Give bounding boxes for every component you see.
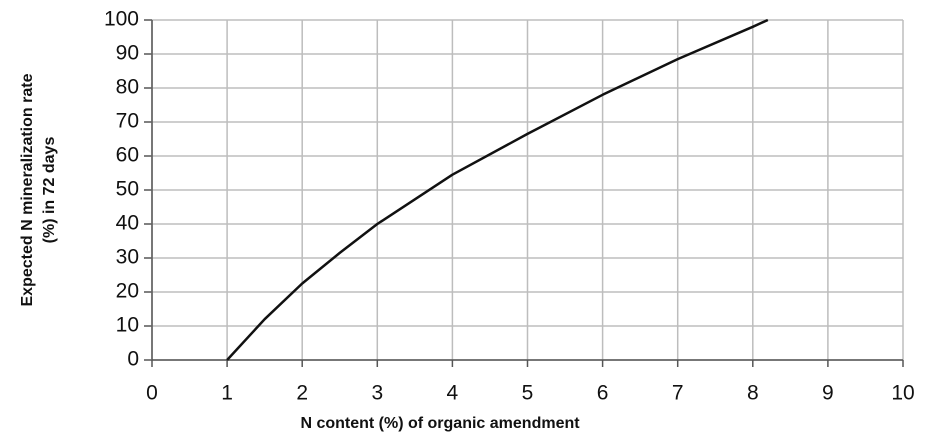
x-tick-label: 8: [747, 382, 759, 405]
x-tick-label: 2: [296, 382, 308, 405]
y-tick-label: 50: [116, 178, 139, 201]
y-tick-label: 40: [116, 212, 139, 235]
x-tick-label: 0: [146, 382, 158, 405]
x-tick-label: 4: [447, 382, 459, 405]
x-tick-label: 6: [597, 382, 609, 405]
y-tick-label: 10: [116, 314, 139, 337]
y-tick-label: 0: [127, 348, 139, 371]
x-tick-label: 1: [221, 382, 233, 405]
y-tick-label: 30: [116, 246, 139, 269]
x-tick-label: 9: [822, 382, 834, 405]
y-tick-label: 80: [116, 76, 139, 99]
x-tick-label: 3: [371, 382, 383, 405]
data-line: [226, 18, 769, 361]
y-tick-label: 70: [116, 110, 139, 133]
y-tick-label: 20: [116, 280, 139, 303]
x-tick-label: 10: [891, 382, 914, 405]
y-tick-label: 100: [104, 8, 139, 31]
y-axis-label-group: Expected N mineralization rate (%) in 72…: [19, 73, 58, 306]
x-axis-label: N content (%) of organic amendment: [300, 415, 580, 432]
y-axis-label: (%) in 72 days: [41, 137, 58, 244]
x-tick-label: 5: [522, 382, 534, 405]
x-tick-label: 7: [672, 382, 684, 405]
y-tick-label: 60: [116, 144, 139, 167]
y-tick-label: 90: [116, 42, 139, 65]
y-axis-label: Expected N mineralization rate: [19, 73, 36, 306]
